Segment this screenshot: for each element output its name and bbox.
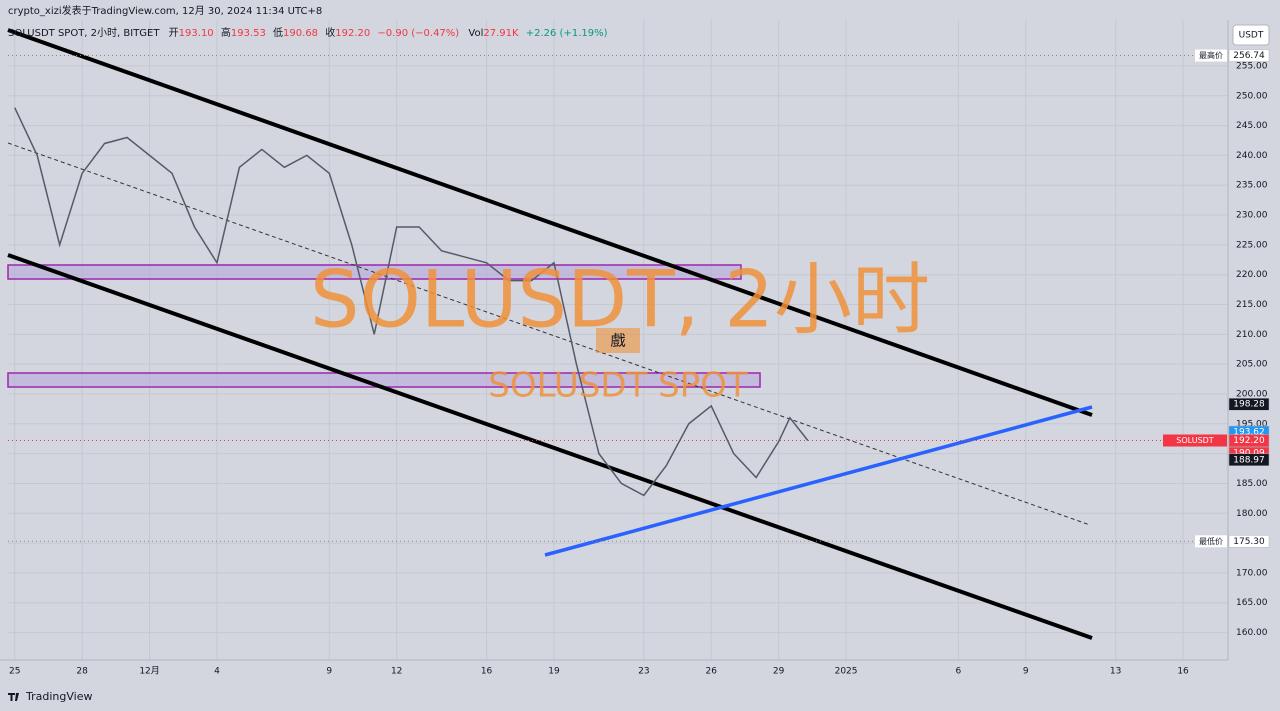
- x-tick-label: 4: [214, 667, 220, 677]
- ohlc-value: 190.68: [283, 28, 318, 39]
- x-tick-label: 25: [9, 667, 20, 677]
- axes: 160.00165.00170.00175.00180.00185.00190.…: [9, 49, 1270, 677]
- x-tick-label: 6: [956, 667, 962, 677]
- y-tick-label: 235.00: [1236, 181, 1268, 191]
- y-tick-label: 180.00: [1236, 509, 1268, 519]
- y-tick-label: 200.00: [1236, 389, 1268, 399]
- x-tick-label: 29: [773, 667, 785, 677]
- y-tick-label: 230.00: [1236, 211, 1268, 221]
- y-tick-label: 160.00: [1236, 628, 1268, 638]
- x-tick-label: 12月: [139, 666, 159, 677]
- support-line: [544, 405, 1093, 557]
- price-tag-name-box: [1195, 49, 1227, 62]
- price-tag-name: 最低价: [1199, 536, 1223, 546]
- vol: 27.91K: [483, 28, 519, 39]
- price-tag: [1228, 535, 1270, 548]
- x-tick-label: 9: [326, 667, 332, 677]
- y-tick-label: 255.00: [1236, 61, 1268, 71]
- price-tag-label: 256.74: [1233, 51, 1265, 61]
- author-line: crypto_xizi发表于TradingView.com, 12月 30, 2…: [8, 4, 322, 17]
- price-tag: [1228, 49, 1270, 62]
- currency-button[interactable]: [1232, 24, 1270, 46]
- price-tag-name-box: [1195, 535, 1227, 548]
- ohlc-label: 收: [325, 26, 335, 39]
- watermark-subtitle: SOLUSDT SPOT: [488, 366, 748, 406]
- price-tag-name: 最高价: [1199, 50, 1223, 60]
- vol-change: +2.26 (+1.19%): [526, 28, 608, 39]
- price-tag-name-box: [1163, 434, 1227, 447]
- brand-logo: [8, 693, 19, 701]
- y-tick-label: 250.00: [1236, 91, 1268, 101]
- channel-bottom: [7, 253, 1093, 640]
- y-tick-label: 240.00: [1236, 151, 1268, 161]
- y-tick-label: 195.00: [1236, 419, 1268, 429]
- brand: TradingView: [25, 690, 92, 703]
- ohlc-label: 低: [273, 26, 283, 39]
- badge-box: [596, 328, 640, 353]
- price-tag-name: SOLUSDT: [1176, 436, 1214, 445]
- x-tick-label: 23: [638, 667, 649, 677]
- x-tick-label: 12: [391, 667, 402, 677]
- y-tick-label: 245.00: [1236, 121, 1268, 131]
- ohlc-value: 193.10: [179, 28, 214, 39]
- plot: [8, 55, 1228, 542]
- x-tick-label: 9: [1023, 667, 1029, 677]
- y-tick-label: 165.00: [1236, 598, 1268, 608]
- ohlc-label: 高: [221, 26, 231, 39]
- price-tag-label: 175.30: [1233, 537, 1265, 547]
- vol-label: Vol: [468, 28, 483, 39]
- price-tag: [1228, 397, 1270, 411]
- mid-line: [7, 142, 1091, 526]
- price-line: [14, 107, 809, 497]
- y-tick-label: 220.00: [1236, 270, 1268, 280]
- y-tick-label: 210.00: [1236, 330, 1268, 340]
- ohlc-value: 192.20: [335, 28, 370, 39]
- channel-top: [7, 28, 1093, 417]
- x-tick-label: 2025: [835, 667, 858, 677]
- ohlc-label: 开: [169, 28, 179, 39]
- ohlc-value: 193.53: [231, 28, 266, 39]
- x-tick-label: 19: [548, 667, 560, 677]
- currency[interactable]: USDT: [1239, 31, 1264, 41]
- symbol: SOLUSDT SPOT, 2小时, BITGET: [8, 27, 160, 39]
- y-tick-label: 225.00: [1236, 240, 1268, 250]
- y-tick-label: 185.00: [1236, 479, 1268, 489]
- y-tick-label: 205.00: [1236, 360, 1268, 370]
- price-tag-label: 188.97: [1233, 455, 1265, 465]
- price-tag-label: 193.62: [1233, 428, 1265, 438]
- x-tick-label: 26: [706, 667, 718, 677]
- price-tag-label: 192.20: [1233, 436, 1265, 446]
- change: −0.90 (−0.47%): [377, 28, 459, 39]
- price-tag: [1228, 453, 1270, 467]
- y-tick-label: 215.00: [1236, 300, 1268, 310]
- x-tick-label: 16: [1177, 667, 1189, 677]
- price-tag-label: 198.28: [1233, 400, 1265, 410]
- legend: SOLUSDT SPOT, 2小时, BITGET 开193.10 高193.5…: [8, 26, 608, 39]
- x-tick-label: 13: [1110, 667, 1121, 677]
- y-tick-label: 170.00: [1236, 568, 1268, 578]
- x-tick-label: 16: [481, 667, 493, 677]
- badge: 戲: [610, 332, 625, 350]
- x-tick-label: 28: [76, 667, 88, 677]
